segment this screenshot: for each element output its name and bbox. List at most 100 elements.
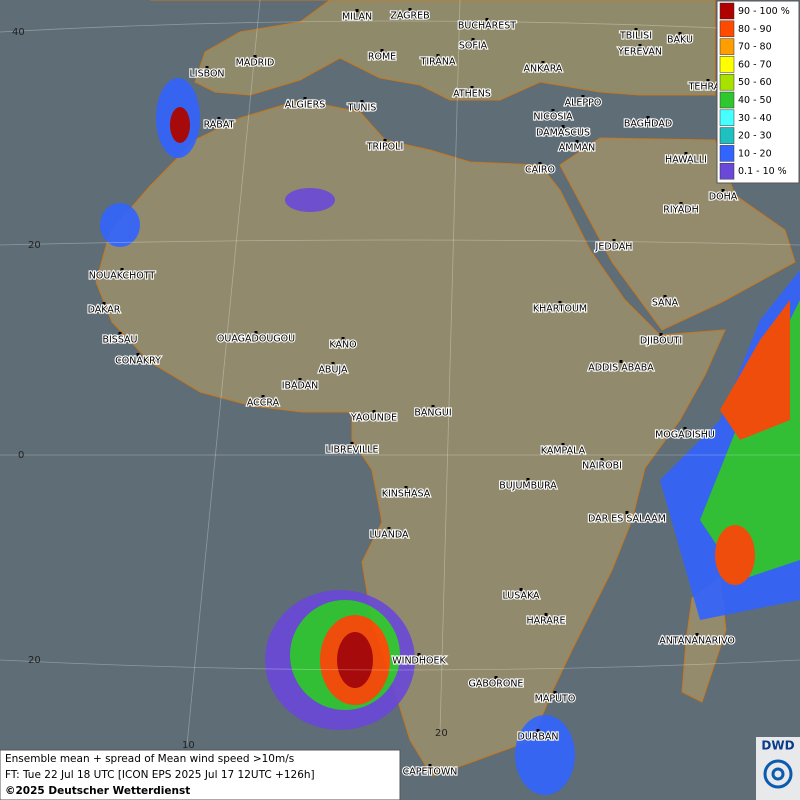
city-label: BISSAU	[102, 335, 137, 346]
city-marker	[519, 588, 523, 591]
city-label: LUSAKA	[502, 591, 540, 602]
city-marker	[619, 360, 623, 363]
city-label: SOFIA	[459, 41, 488, 52]
legend-swatch	[719, 38, 735, 55]
city-label: BUCHAREST	[458, 21, 516, 32]
city-label: HAWALLI	[665, 155, 707, 166]
legend-swatch	[719, 109, 735, 127]
city-label: YAOUNDE	[350, 413, 397, 424]
graticule-line	[0, 239, 800, 246]
logo-icon	[771, 767, 785, 781]
legend-label: 0.1 - 10 %	[738, 166, 787, 177]
city-marker	[678, 32, 682, 35]
graticule-line	[439, 0, 461, 734]
city-marker	[659, 333, 663, 336]
city-marker	[360, 100, 364, 103]
city-label: NAIROBI	[582, 461, 622, 472]
city-label: KHARTOUM	[533, 304, 587, 315]
city-marker	[695, 633, 699, 636]
city-marker	[558, 301, 562, 304]
wind-area	[170, 107, 190, 143]
city-marker	[684, 152, 688, 155]
city-marker	[417, 653, 421, 656]
city-marker	[431, 405, 435, 408]
city-marker	[205, 66, 209, 69]
caption-box	[0, 749, 401, 800]
city-label: CAIRO	[525, 165, 555, 176]
city-marker	[471, 38, 475, 41]
city-label: ZAGREB	[390, 11, 429, 22]
legend-swatch	[719, 56, 735, 73]
city-label: DAKAR	[88, 305, 121, 316]
city-label: BAKU	[667, 35, 693, 46]
city-label: WINDHOEK	[392, 656, 446, 667]
city-marker	[706, 79, 710, 82]
city-label: DAMASCUS	[536, 128, 590, 139]
legend-label: 50 - 60	[738, 77, 772, 88]
city-label: DAR ES SALAAM	[588, 514, 666, 525]
city-label: LISBON	[189, 69, 224, 80]
city-label: RABAT	[204, 120, 235, 131]
logo-icon	[763, 759, 793, 789]
city-marker	[612, 239, 616, 242]
city-marker	[380, 49, 384, 52]
city-label: SANA	[652, 298, 679, 309]
city-label: MAPUTO	[535, 694, 576, 705]
graticule-line	[186, 0, 261, 746]
city-label: ABUJA	[318, 365, 348, 376]
city-label: MILAN	[342, 12, 372, 23]
city-label: ROME	[368, 52, 396, 63]
city-marker	[303, 97, 307, 100]
city-marker	[387, 527, 391, 530]
legend-swatch	[719, 162, 735, 180]
city-marker	[634, 28, 638, 31]
city-label: DOHA	[709, 192, 738, 203]
city-marker	[436, 54, 440, 57]
city-marker	[120, 268, 124, 271]
legend-label: 70 - 80	[738, 42, 772, 53]
wind-area	[715, 525, 755, 585]
city-marker	[541, 61, 545, 64]
city-marker	[428, 764, 432, 767]
city-label: OUAGADOUGOU	[217, 334, 295, 345]
city-marker	[404, 486, 408, 489]
city-marker	[331, 362, 335, 365]
city-marker	[355, 9, 359, 12]
city-marker	[341, 337, 345, 340]
city-label: CONAKRY	[115, 356, 161, 367]
europe-land	[150, 0, 716, 101]
legend-label: 60 - 70	[738, 59, 772, 70]
wind-area	[720, 300, 790, 440]
city-marker	[254, 331, 258, 334]
city-marker	[561, 125, 565, 128]
city-label: DURBAN	[518, 732, 559, 743]
legend: 90 - 100 % 80 - 90 70 - 80 60 - 70 50 - 60 40…	[716, 0, 800, 184]
city-marker	[102, 302, 106, 305]
legend-swatch	[719, 20, 735, 38]
city-marker	[663, 295, 667, 298]
city-label: LUANDA	[369, 530, 409, 541]
legend-label: 10 - 20	[738, 148, 772, 159]
city-marker	[679, 202, 683, 205]
city-marker	[298, 378, 302, 381]
city-label: BUJUMBURA	[499, 481, 557, 492]
city-label: TIRANA	[420, 57, 456, 68]
city-label: IBADAN	[282, 381, 319, 392]
city-label: AMMAN	[559, 143, 596, 154]
city-marker	[721, 189, 725, 192]
longitude-label: 10	[182, 740, 195, 751]
city-marker	[625, 511, 629, 514]
legend-label: 30 - 40	[738, 113, 772, 124]
wind-area	[285, 188, 335, 212]
city-label: ANKARA	[524, 64, 563, 75]
city-label: HARARE	[527, 616, 566, 627]
legend-label: 80 - 90	[738, 24, 772, 35]
city-marker	[261, 395, 265, 398]
city-marker	[372, 410, 376, 413]
legend-swatch	[719, 2, 735, 20]
logo: DWD	[756, 737, 800, 800]
city-marker	[253, 55, 257, 58]
city-marker	[217, 117, 221, 120]
city-marker	[470, 86, 474, 89]
